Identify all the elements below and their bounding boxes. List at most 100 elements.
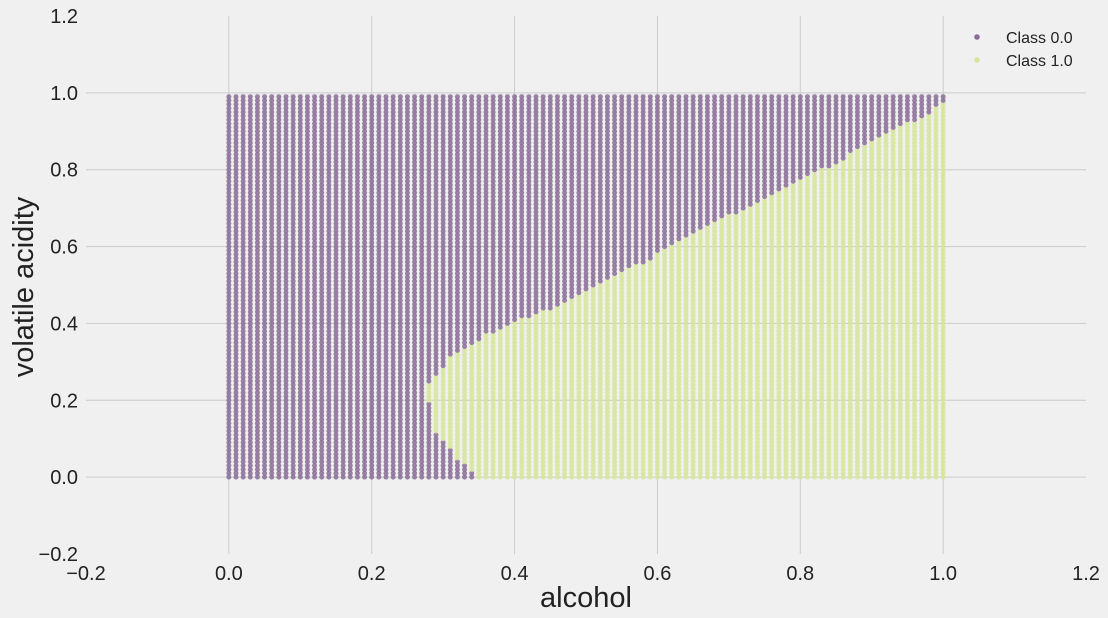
- point-class-0: [233, 182, 239, 188]
- point-class-0: [340, 94, 346, 100]
- point-class-0: [447, 94, 453, 100]
- point-class-0: [240, 190, 246, 196]
- point-class-0: [226, 98, 232, 104]
- point-class-0: [226, 144, 232, 150]
- point-class-0: [269, 209, 275, 215]
- point-class-0: [269, 336, 275, 342]
- point-class-0: [226, 236, 232, 242]
- point-class-0: [247, 290, 253, 296]
- point-class-0: [233, 367, 239, 373]
- point-class-0: [233, 190, 239, 196]
- point-class-0: [247, 213, 253, 219]
- point-class-0: [226, 190, 232, 196]
- point-class-0: [262, 194, 268, 200]
- point-class-0: [240, 278, 246, 284]
- point-class-0: [233, 428, 239, 434]
- point-class-0: [226, 340, 232, 346]
- point-class-0: [247, 386, 253, 392]
- point-class-0: [262, 313, 268, 319]
- point-class-0: [247, 401, 253, 407]
- point-class-0: [233, 328, 239, 334]
- point-class-0: [226, 205, 232, 211]
- point-class-0: [254, 228, 260, 234]
- point-class-0: [226, 286, 232, 292]
- point-class-0: [233, 436, 239, 442]
- point-class-0: [254, 447, 260, 453]
- point-class-0: [276, 370, 282, 376]
- point-class-0: [254, 378, 260, 384]
- point-class-0: [490, 94, 496, 100]
- point-class-0: [276, 209, 282, 215]
- point-class-0: [240, 151, 246, 157]
- point-class-0: [390, 94, 396, 100]
- point-class-0: [233, 136, 239, 142]
- point-class-0: [226, 397, 232, 403]
- point-class-0: [262, 401, 268, 407]
- point-class-0: [262, 270, 268, 276]
- point-class-0: [240, 101, 246, 107]
- point-class-0: [254, 294, 260, 300]
- point-class-0: [240, 463, 246, 469]
- point-class-0: [269, 117, 275, 123]
- point-class-0: [254, 128, 260, 134]
- point-class-0: [247, 470, 253, 476]
- point-class-0: [254, 148, 260, 153]
- point-class-0: [269, 101, 275, 107]
- point-class-0: [240, 98, 246, 104]
- point-class-0: [233, 109, 239, 115]
- point-class-0: [226, 424, 232, 430]
- point-class-0: [247, 397, 253, 403]
- point-class-0: [254, 474, 260, 480]
- point-class-0: [254, 455, 260, 461]
- point-class-0: [254, 301, 260, 307]
- point-class-0: [247, 363, 253, 369]
- point-class-0: [254, 197, 260, 203]
- point-class-0: [247, 370, 253, 376]
- point-class-0: [269, 278, 275, 284]
- point-class-0: [226, 217, 232, 223]
- point-class-0: [233, 355, 239, 361]
- point-class-0: [269, 251, 275, 257]
- point-class-0: [247, 459, 253, 465]
- point-class-0: [276, 171, 282, 177]
- point-class-0: [276, 224, 282, 230]
- point-class-0: [226, 136, 232, 142]
- point-class-0: [262, 378, 268, 384]
- point-class-0: [254, 117, 260, 123]
- point-class-0: [262, 171, 268, 177]
- point-class-0: [233, 317, 239, 323]
- point-class-0: [233, 359, 239, 365]
- point-class-0: [233, 297, 239, 303]
- point-class-0: [254, 290, 260, 296]
- point-class-0: [226, 209, 232, 215]
- point-class-0: [262, 94, 268, 100]
- point-class-0: [226, 466, 232, 472]
- point-class-0: [226, 359, 232, 365]
- point-class-0: [276, 413, 282, 419]
- point-class-0: [233, 347, 239, 353]
- point-class-0: [569, 94, 575, 100]
- point-class-0: [262, 263, 268, 269]
- point-class-0: [276, 194, 282, 200]
- point-class-0: [269, 393, 275, 399]
- point-class-0: [297, 94, 303, 100]
- point-class-0: [240, 124, 246, 130]
- point-class-0: [240, 363, 246, 369]
- point-class-0: [233, 459, 239, 465]
- point-class-0: [247, 320, 253, 326]
- point-class-0: [233, 301, 239, 307]
- point-class-0: [254, 255, 260, 261]
- point-class-0: [254, 393, 260, 399]
- point-class-0: [276, 428, 282, 434]
- point-class-0: [247, 378, 253, 384]
- point-class-0: [269, 259, 275, 265]
- point-class-0: [276, 455, 282, 461]
- point-class-0: [276, 201, 282, 207]
- point-class-0: [226, 432, 232, 438]
- point-class-0: [333, 94, 339, 100]
- point-class-0: [269, 148, 275, 153]
- point-class-0: [247, 151, 253, 157]
- point-class-0: [247, 440, 253, 446]
- point-class-0: [247, 140, 253, 146]
- point-class-0: [254, 205, 260, 211]
